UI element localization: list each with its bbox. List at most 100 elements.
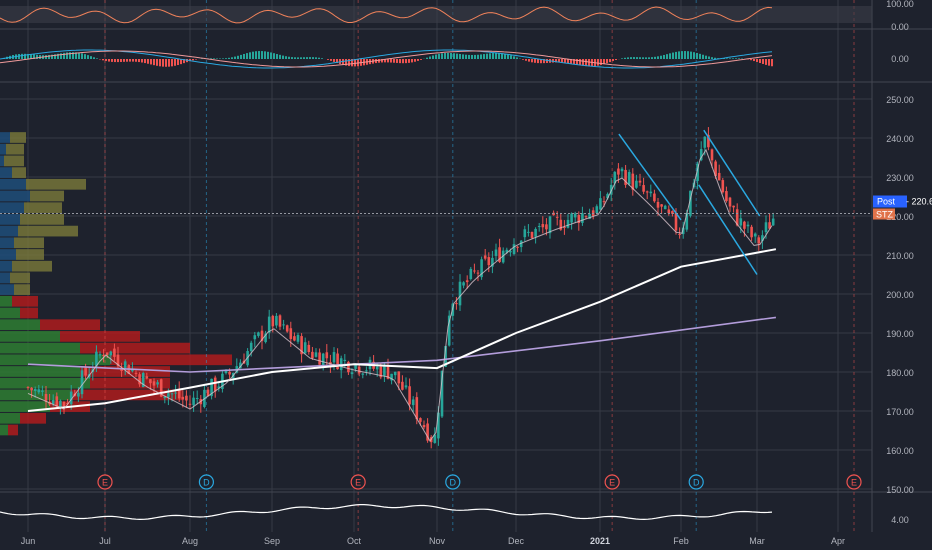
vp-bar-up xyxy=(0,366,80,377)
trendline xyxy=(618,133,682,221)
price-axis[interactable]: 250.00 240.00 230.00 220.00 210.00 200.00 190.… xyxy=(886,0,914,525)
macd-hist-bar xyxy=(306,57,308,59)
candle-body xyxy=(318,352,321,365)
vp-bar-up xyxy=(0,237,14,249)
macd-hist-bar xyxy=(105,59,107,62)
macd-hist-bar xyxy=(297,57,299,59)
macd-hist-bar xyxy=(243,53,245,59)
macd-hist-bar xyxy=(288,56,290,59)
macd-pane[interactable] xyxy=(0,49,773,69)
macd-hist-bar xyxy=(411,59,413,63)
macd-hist-bar xyxy=(516,57,518,59)
macd-hist-bar xyxy=(273,53,275,59)
candle-body xyxy=(293,336,296,341)
candle-body xyxy=(473,270,476,272)
macd-hist-bar xyxy=(168,59,170,67)
candle-body xyxy=(156,382,159,385)
ma-20-line xyxy=(27,148,773,442)
time-tick-label: 2021 xyxy=(590,536,610,546)
candle-body xyxy=(55,396,59,407)
macd-hist-bar xyxy=(711,57,713,59)
macd-hist-bar xyxy=(72,52,74,59)
candle-body xyxy=(559,219,563,230)
event-marker-label: E xyxy=(609,478,615,488)
macd-hist-bar xyxy=(234,56,236,59)
candle-body xyxy=(260,330,264,341)
candle-body xyxy=(617,168,620,175)
macd-hist-bar xyxy=(66,52,68,59)
candle-body xyxy=(282,324,285,326)
macd-hist-bar xyxy=(477,54,479,59)
macd-hist-bar xyxy=(147,59,149,64)
macd-hist-bar xyxy=(693,52,695,59)
macd-hist-bar xyxy=(597,59,599,66)
candle-body xyxy=(663,205,667,210)
rsi-tick-label: 100.00 xyxy=(886,0,914,9)
dividend-marker xyxy=(198,474,214,490)
candle-body xyxy=(545,224,548,230)
candle-body xyxy=(278,315,282,327)
macd-hist-bar xyxy=(663,54,665,59)
candle-body xyxy=(192,397,195,406)
macd-hist-bar xyxy=(735,58,737,59)
time-axis[interactable]: Jun Jul Aug Sep Oct Nov Dec 2021 Feb Mar Apr xyxy=(21,536,845,546)
candle-body xyxy=(667,209,671,214)
candle-body xyxy=(239,362,242,369)
macd-hist-bar xyxy=(768,59,770,66)
macd-hist-bar xyxy=(579,59,581,66)
candle-body xyxy=(188,403,192,405)
candle-body xyxy=(710,149,714,161)
trendlines[interactable] xyxy=(618,129,761,275)
macd-hist-bar xyxy=(384,59,386,63)
candle-body xyxy=(404,385,408,388)
macd-hist-bar xyxy=(471,54,473,59)
macd-hist-bar xyxy=(132,59,134,62)
candle-body xyxy=(102,355,105,357)
candle-body xyxy=(217,386,221,389)
earnings-marker xyxy=(97,474,113,490)
macd-hist-bar xyxy=(258,51,260,59)
price-tick-label: 200.00 xyxy=(886,290,914,300)
macd-hist-bar xyxy=(213,58,215,59)
macd-hist-bar xyxy=(108,59,110,62)
candle-body xyxy=(555,216,559,218)
macd-hist-bar xyxy=(285,56,287,59)
candle-body xyxy=(494,249,498,256)
macd-hist-bar xyxy=(60,53,62,59)
macd-hist-bar xyxy=(543,59,545,64)
macd-hist-bar xyxy=(96,58,98,59)
candle-body xyxy=(311,351,314,359)
vp-bar-up xyxy=(0,249,16,260)
bottom-indicator-pane[interactable] xyxy=(0,504,773,521)
candle-body xyxy=(116,354,120,367)
macd-hist-bar xyxy=(426,57,428,59)
candle-body xyxy=(678,233,681,235)
macd-hist-bar xyxy=(252,51,254,59)
vp-bar-down xyxy=(20,307,38,319)
rsi-pane[interactable] xyxy=(0,6,872,24)
candle-body xyxy=(37,389,41,393)
macd-hist-bar xyxy=(732,58,734,59)
macd-hist-bar xyxy=(450,53,452,59)
macd-hist-bar xyxy=(729,58,731,59)
candle-body xyxy=(483,255,487,259)
macd-hist-bar xyxy=(87,55,89,59)
candle-body xyxy=(635,180,638,188)
macd-hist-bar xyxy=(420,59,422,60)
candle-body xyxy=(771,218,775,226)
time-tick-label: Feb xyxy=(673,536,689,546)
macd-hist-bar xyxy=(690,51,692,59)
vp-bar-down xyxy=(18,225,78,237)
macd-hist-bar xyxy=(93,57,95,59)
macd-hist-bar xyxy=(150,59,152,65)
candle-body xyxy=(602,201,606,203)
macd-hist-bar xyxy=(27,53,29,59)
candle-body xyxy=(599,198,602,210)
price-tick-label: 220.00 xyxy=(886,212,914,222)
macd-hist-bar xyxy=(771,59,773,67)
macd-hist-bar xyxy=(624,57,626,59)
time-tick-label: Apr xyxy=(831,536,845,546)
macd-hist-bar xyxy=(354,59,356,67)
